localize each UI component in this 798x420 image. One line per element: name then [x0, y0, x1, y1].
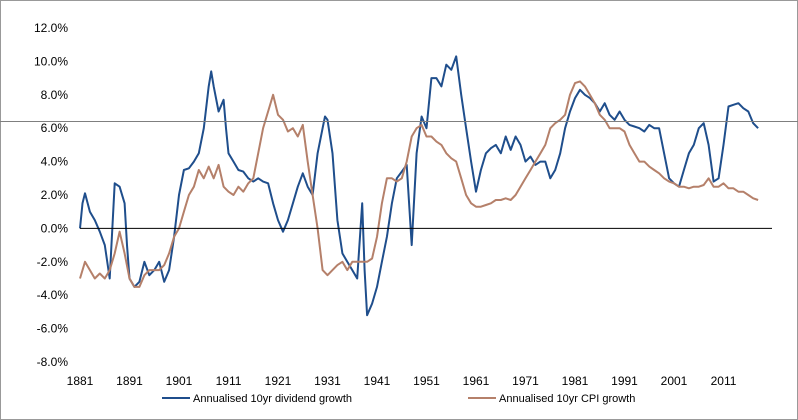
x-tick-label: 1991 — [611, 374, 638, 388]
x-tick-label: 1951 — [413, 374, 440, 388]
y-tick-label: 8.0% — [41, 88, 69, 102]
x-tick-label: 1881 — [67, 374, 94, 388]
y-tick-label: 4.0% — [41, 155, 69, 169]
y-tick-label: 6.0% — [41, 121, 69, 135]
plot-area — [79, 55, 759, 317]
x-tick-label: 1891 — [116, 374, 143, 388]
y-tick-label: 2.0% — [41, 188, 69, 202]
y-tick-label: -4.0% — [37, 288, 69, 302]
x-tick-label: 2011 — [711, 374, 737, 388]
x-tick-label: 1911 — [216, 374, 242, 388]
x-tick-label: 1901 — [166, 374, 193, 388]
y-axis-labels: -8.0% -6.0% -4.0% -2.0% 0.0% 2.0% 4.0% 6.0% 8.0%… — [34, 21, 68, 369]
x-tick-label: 2001 — [661, 374, 688, 388]
y-tick-label: 12.0% — [34, 21, 68, 35]
x-tick-label: 1921 — [265, 374, 292, 388]
x-tick-label: 1941 — [364, 374, 391, 388]
y-tick-label: -2.0% — [37, 255, 69, 269]
y-tick-label: 0.0% — [41, 221, 69, 235]
y-tick-label: 10.0% — [34, 54, 68, 68]
x-axis-labels: 1881 1891 1901 1911 1921 1931 1941 1951 1961 1971… — [67, 374, 737, 388]
y-tick-label: -8.0% — [37, 355, 69, 369]
x-tick-label: 1931 — [314, 374, 341, 388]
x-tick-label: 1981 — [562, 374, 589, 388]
legend-label: Annualised 10yr CPI growth — [499, 393, 635, 405]
legend: Annualised 10yr dividend growth Annualise… — [162, 393, 635, 405]
y-tick-label: -6.0% — [37, 322, 69, 336]
x-tick-label: 1961 — [463, 374, 490, 388]
cpi-growth-line — [79, 80, 759, 288]
x-tick-label: 1971 — [512, 374, 539, 388]
legend-label: Annualised 10yr dividend growth — [193, 393, 352, 405]
